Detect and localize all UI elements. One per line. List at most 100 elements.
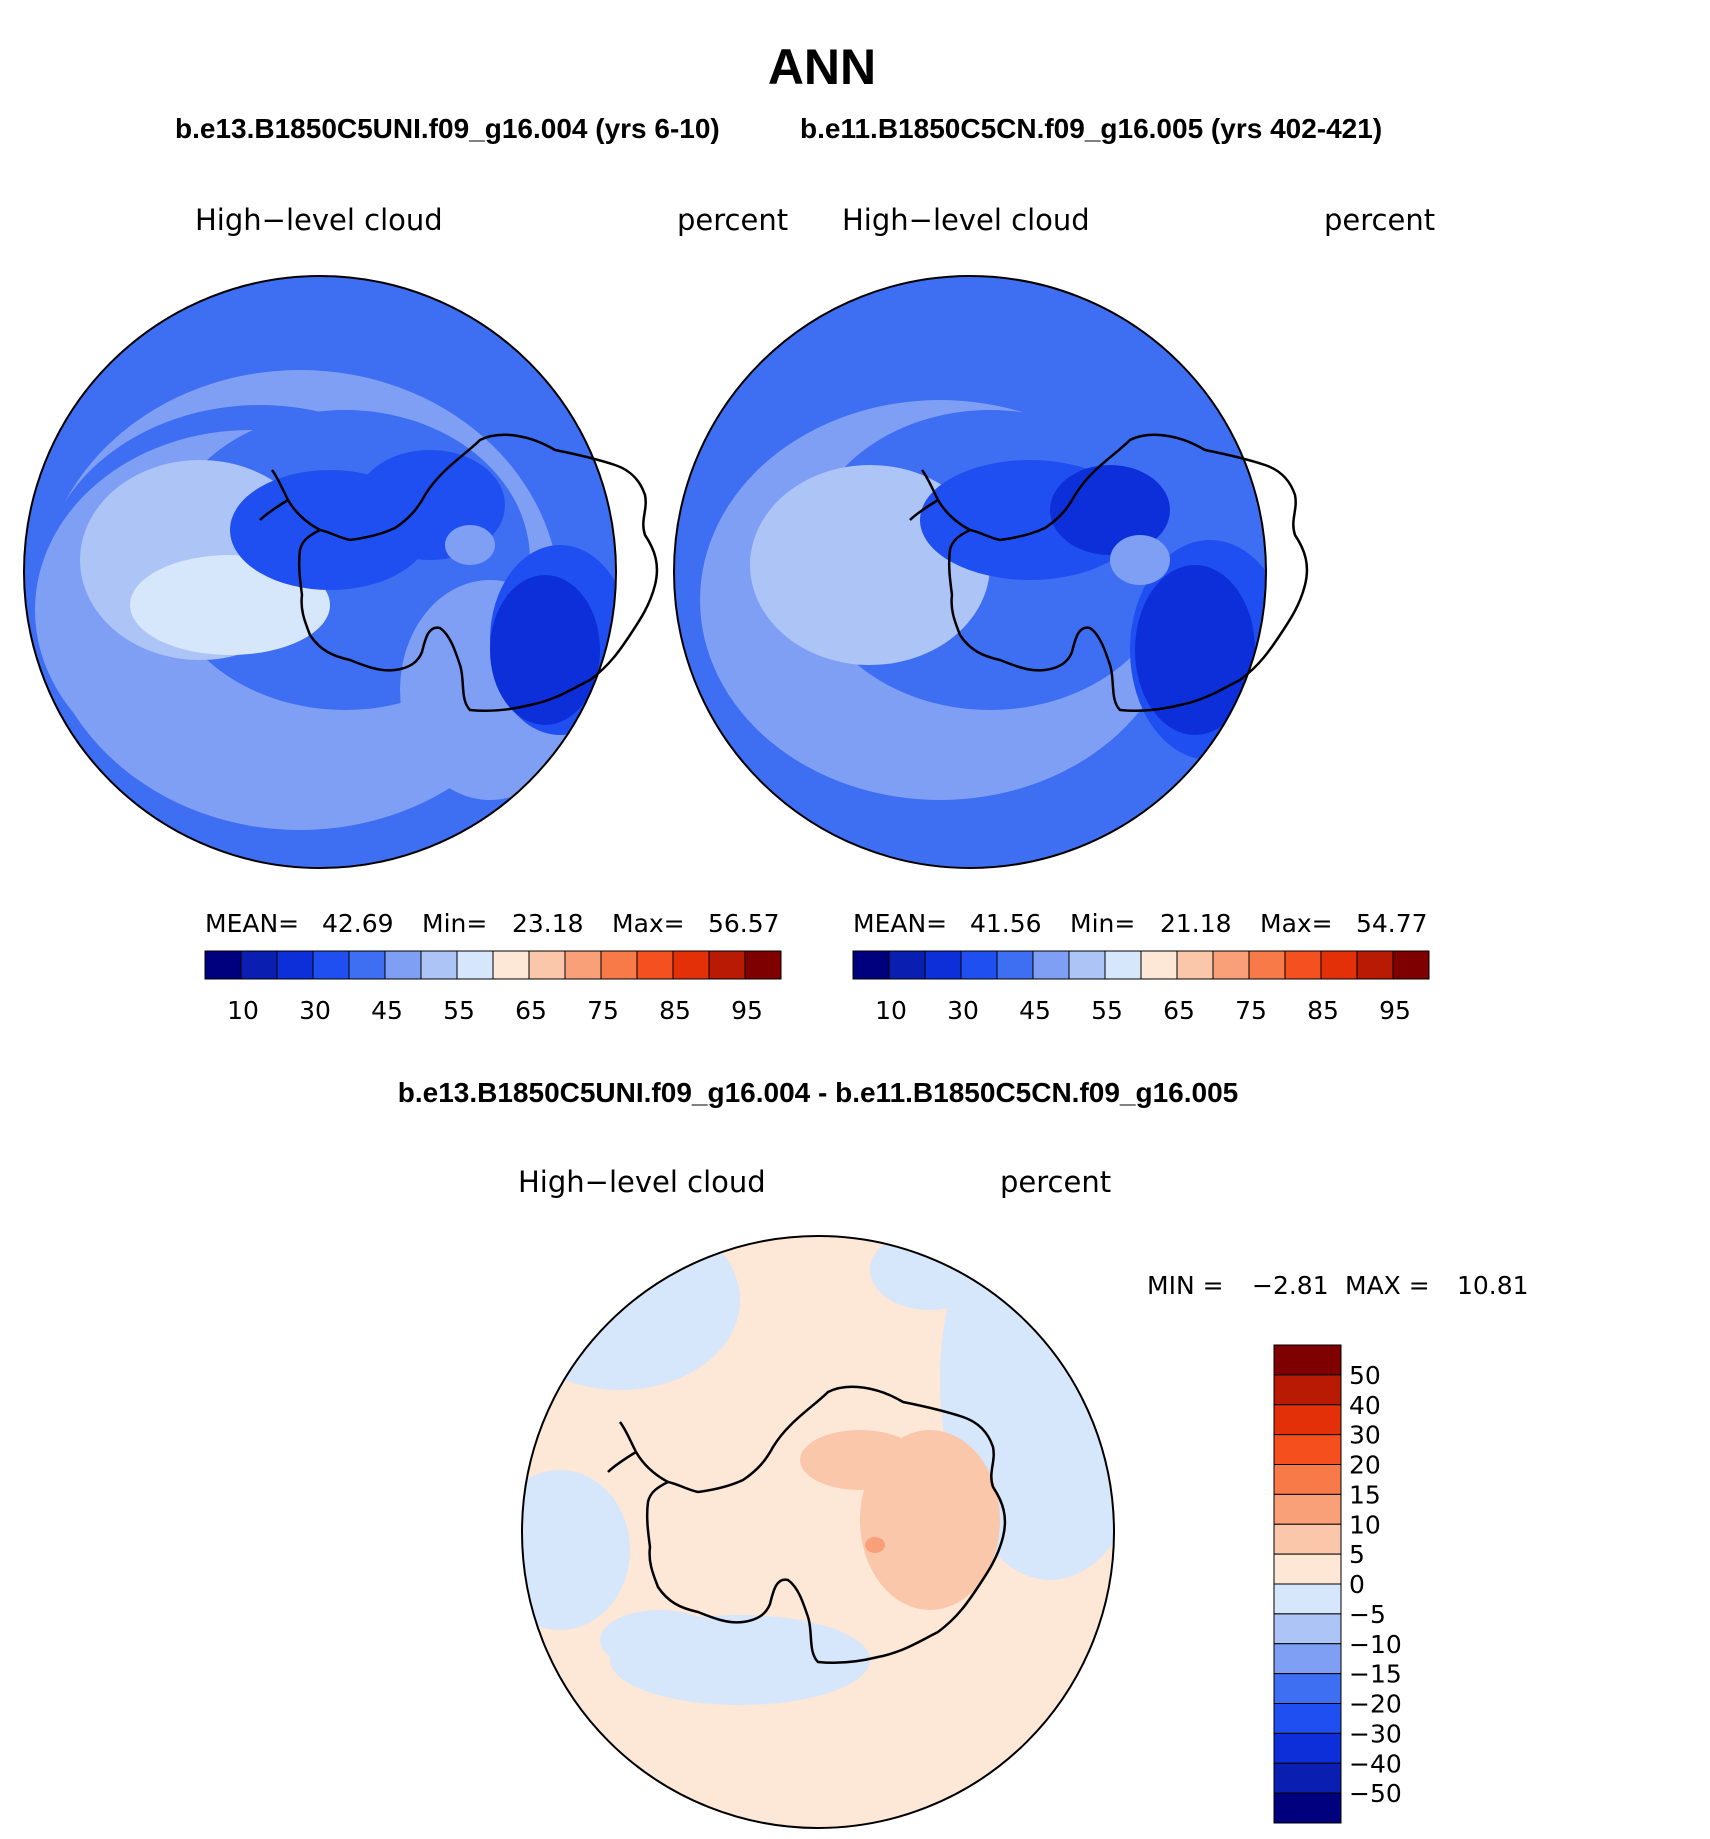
colorbar-swatch [492,950,530,980]
diff-panel-variable: High−level cloud [518,1165,766,1199]
colorbar-b: 10 30 45 55 65 75 85 95 [852,950,1430,1025]
colorbar-tick-label: 30 [299,996,331,1025]
diff-min-label: MIN = [1147,1271,1224,1300]
panel-b-variable: High−level cloud [842,203,1090,237]
colorbar-swatch [1140,950,1178,980]
colorbar-tick-label: 75 [587,996,619,1025]
panel-b-mean-label: MEAN= [853,909,947,938]
colorbar-swatch [1273,1493,1342,1525]
colorbar-tick-label: −10 [1349,1630,1402,1659]
diff-max-label: MAX = [1345,1271,1430,1300]
colorbar-tick-label: −50 [1349,1779,1402,1808]
panel-a-mean-label: MEAN= [205,909,299,938]
colorbar-tick-label: 10 [875,996,907,1025]
diff-panel-units: percent [1000,1165,1111,1199]
panel-a-max-label: Max= [612,909,685,938]
colorbar-swatch [1273,1643,1342,1675]
panel-a-variable: High−level cloud [195,203,443,237]
colorbar-tick-label: −5 [1349,1600,1386,1629]
colorbar-swatch [960,950,998,980]
panel-a-max-value: 56.57 [708,909,780,938]
colorbar-swatch [1356,950,1394,980]
colorbar-swatch [888,950,926,980]
colorbar-tick-label: 5 [1349,1540,1365,1569]
panel-a-min-label: Min= [422,909,487,938]
colorbar-tick-label: 10 [1349,1510,1381,1539]
colorbar-swatch [1392,950,1430,980]
colorbar-tick-label: 65 [1163,996,1195,1025]
map-panel-a [23,275,659,869]
colorbar-swatch [636,950,674,980]
colorbar-swatch [1273,1374,1342,1406]
colorbar-swatch [1104,950,1142,980]
colorbar-tick-label: −15 [1349,1660,1402,1689]
diff-max-value: 10.81 [1457,1271,1529,1300]
colorbar-swatch [852,950,890,980]
colorbar-tick-label: 75 [1235,996,1267,1025]
colorbar-swatch [924,950,962,980]
panel-a-min-value: 23.18 [512,909,584,938]
colorbar-swatch [1273,1703,1342,1734]
colorbar-swatch [1273,1344,1342,1376]
colorbar-swatch [528,950,566,980]
colorbar-swatch [312,950,350,980]
colorbar-swatch [276,950,314,980]
colorbar-swatch [744,950,782,980]
colorbar-tick-label: 85 [1307,996,1339,1025]
panel-a-units: percent [677,203,788,237]
panel-b-units: percent [1324,203,1435,237]
colorbar-tick-label: 0 [1349,1570,1365,1599]
colorbar-tick-label: 55 [443,996,475,1025]
panel-b-max-label: Max= [1260,909,1333,938]
colorbar-swatch [1068,950,1106,980]
colorbar-swatch [564,950,602,980]
colorbar-tick-label: 45 [371,996,403,1025]
colorbar-tick-label: 50 [1349,1361,1381,1390]
colorbar-swatch [1032,950,1070,980]
colorbar-tick-label: −20 [1349,1690,1402,1719]
colorbar-swatch [204,950,242,980]
colorbar-swatch [1273,1613,1342,1645]
panel-b-mean-value: 41.56 [970,909,1042,938]
colorbar-swatch [1273,1583,1342,1615]
panel-a-mean-value: 42.69 [322,909,394,938]
colorbar-tick-label: 95 [731,996,763,1025]
colorbar-swatch [1273,1762,1342,1794]
colorbar-swatch [708,950,746,980]
colorbar-swatch [1284,950,1322,980]
colorbar-swatch [1273,1523,1342,1555]
colorbar-tick-label: 15 [1349,1480,1381,1509]
colorbar-swatch [1248,950,1286,980]
colorbar-tick-label: 45 [1019,996,1051,1025]
case-a-title: b.e13.B1850C5UNI.f09_g16.004 (yrs 6-10) [175,113,720,144]
panel-b-min-value: 21.18 [1160,909,1232,938]
colorbar-a: 10 30 45 55 65 75 85 95 [204,950,782,1025]
colorbar-swatch [1273,1673,1342,1704]
colorbar-swatch [600,950,638,980]
difference-title: b.e13.B1850C5UNI.f09_g16.004 - b.e11.B18… [398,1077,1239,1108]
colorbar-swatch [240,950,278,980]
panel-b-max-value: 54.77 [1356,909,1428,938]
colorbar-swatch [1273,1404,1342,1436]
colorbar-swatch [996,950,1034,980]
colorbar-swatch [1273,1434,1342,1465]
colorbar-swatch [1176,950,1214,980]
colorbar-tick-label: 85 [659,996,691,1025]
colorbar-swatch [384,950,422,980]
diff-min-value: −2.81 [1252,1271,1329,1300]
colorbar-tick-label: 10 [227,996,259,1025]
colorbar-swatch [1273,1553,1342,1585]
colorbar-tick-label: 30 [947,996,979,1025]
map-panel-difference [521,1235,1115,1829]
map-panel-b [673,275,1309,869]
panel-b-min-label: Min= [1070,909,1135,938]
colorbar-tick-label: 30 [1349,1421,1381,1450]
colorbar-tick-label: −30 [1349,1719,1402,1748]
colorbar-swatch [456,950,494,980]
colorbar-tick-label: −40 [1349,1749,1402,1778]
colorbar-swatch [1273,1792,1342,1824]
colorbar-swatch [1273,1732,1342,1764]
colorbar-swatch [1212,950,1250,980]
